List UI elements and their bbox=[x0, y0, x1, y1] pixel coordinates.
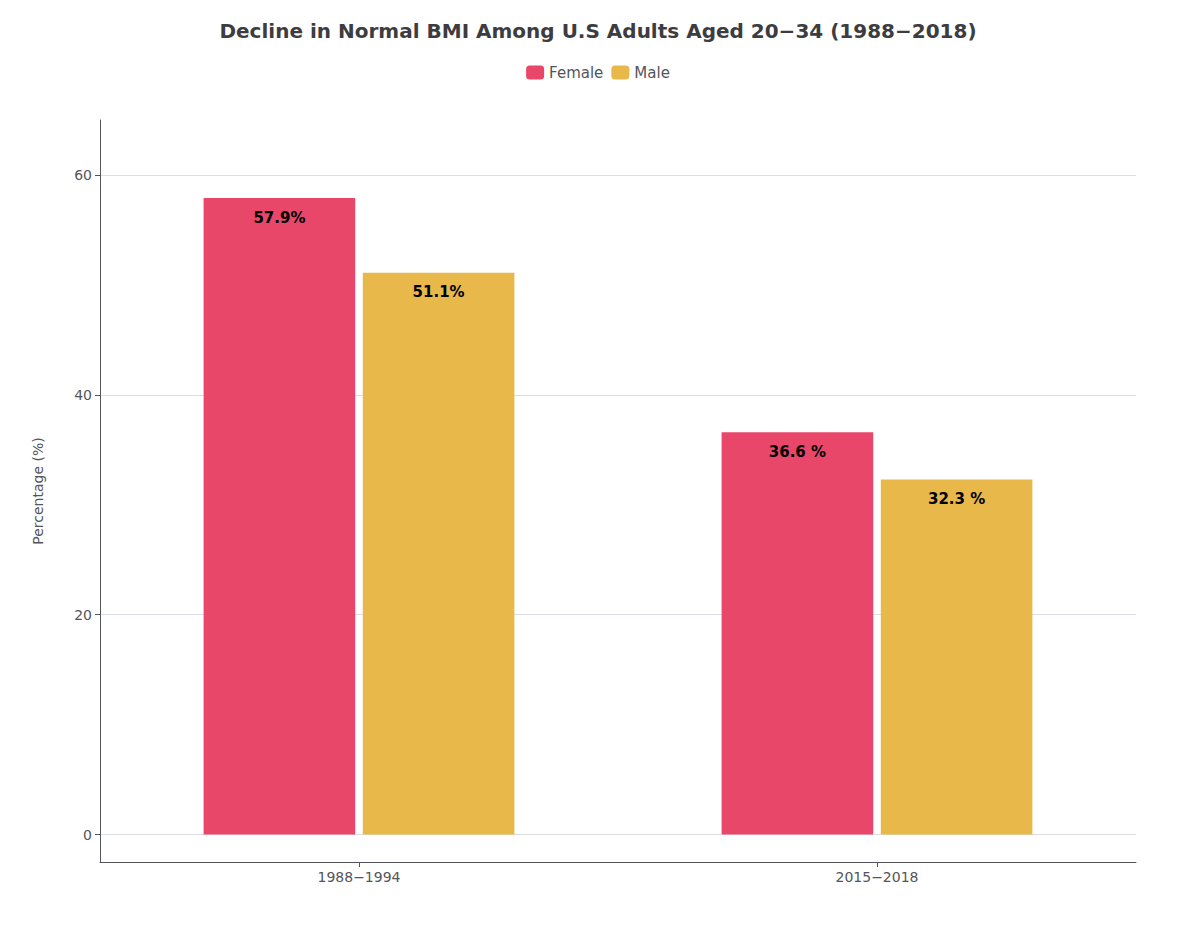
svg-text:20: 20 bbox=[74, 607, 92, 623]
svg-text:57.9%: 57.9% bbox=[253, 209, 305, 227]
svg-text:2015−2018: 2015−2018 bbox=[836, 869, 919, 885]
svg-text:0: 0 bbox=[83, 827, 92, 843]
svg-text:32.3 %: 32.3 % bbox=[928, 490, 985, 508]
svg-text:51.1%: 51.1% bbox=[413, 283, 465, 301]
svg-text:60: 60 bbox=[74, 167, 92, 183]
svg-text:40: 40 bbox=[74, 387, 92, 403]
svg-text:36.6 %: 36.6 % bbox=[769, 443, 826, 461]
svg-text:Percentage (%): Percentage (%) bbox=[30, 437, 46, 544]
svg-text:1988−1994: 1988−1994 bbox=[318, 869, 401, 885]
svg-text:Decline in Normal BMI Among U.: Decline in Normal BMI Among U.S Adults A… bbox=[219, 19, 976, 43]
svg-text:Male: Male bbox=[634, 64, 670, 82]
svg-text:Female: Female bbox=[549, 64, 603, 82]
